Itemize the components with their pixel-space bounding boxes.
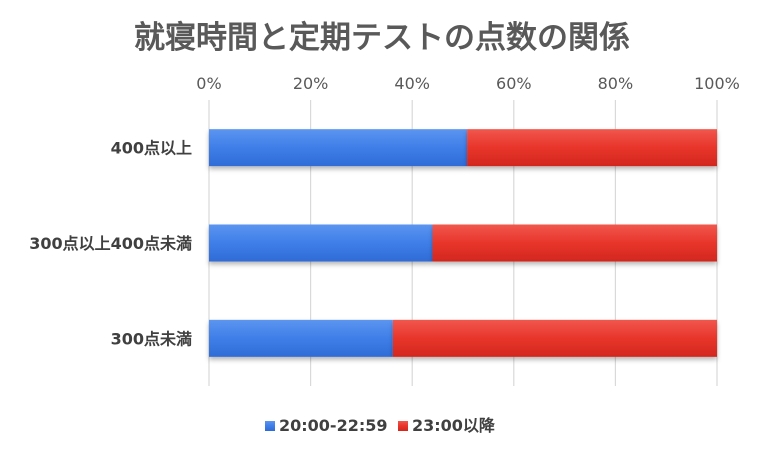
bar-segment-series-0 — [209, 319, 393, 357]
x-tick-label: 20% — [293, 74, 329, 93]
legend-swatch — [398, 421, 408, 431]
bar-segment-series-1 — [432, 224, 717, 262]
x-axis-ticks: 0% 20% 40% 60% 80% 100% — [196, 74, 740, 93]
legend-swatch — [265, 421, 275, 431]
bars — [209, 129, 717, 357]
legend-label: 20:00-22:59 — [279, 416, 388, 435]
x-tick-label: 100% — [694, 74, 740, 93]
legend: 20:00-22:59 23:00以降 — [265, 416, 496, 435]
chart-title: 就寝時間と定期テストの点数の関係 — [134, 20, 630, 56]
bar-segment-series-1 — [467, 129, 717, 167]
bar-segment-series-1 — [392, 319, 717, 357]
bar-segment-series-0 — [209, 129, 468, 167]
x-tick-label: 0% — [196, 74, 221, 93]
bar-segment-series-0 — [209, 224, 433, 262]
y-tick-label: 300点以上400点未満 — [29, 234, 192, 253]
x-tick-label: 80% — [598, 74, 634, 93]
x-tick-label: 60% — [496, 74, 532, 93]
x-tick-label: 40% — [394, 74, 430, 93]
y-tick-label: 300点未満 — [111, 329, 192, 348]
legend-label: 23:00以降 — [412, 416, 496, 435]
y-tick-label: 400点以上 — [111, 139, 192, 158]
y-axis-ticks: 400点以上 300点以上400点未満 300点未満 — [29, 139, 192, 349]
